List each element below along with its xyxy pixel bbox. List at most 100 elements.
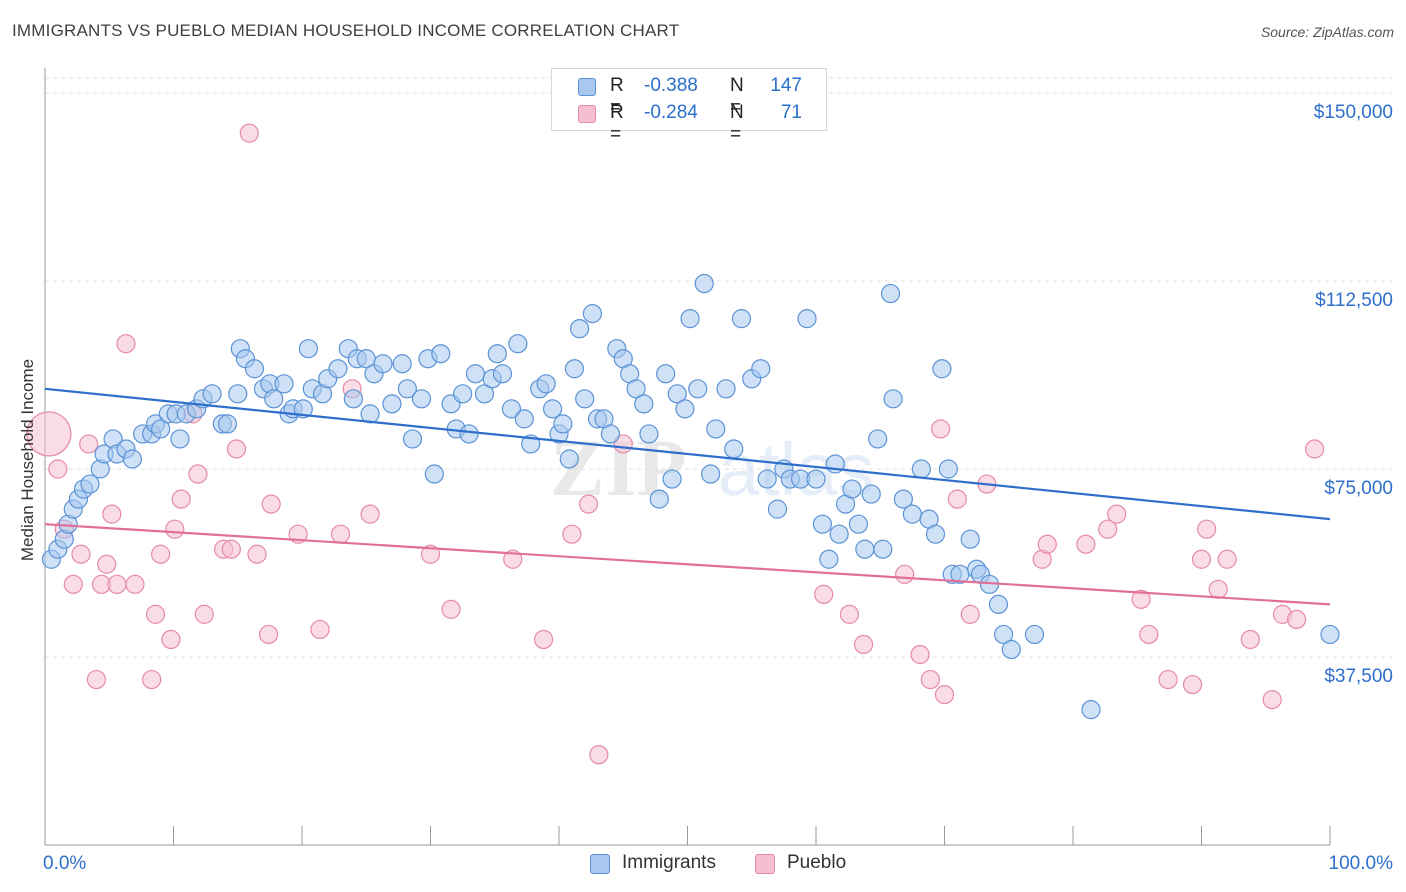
n-label: N = xyxy=(730,75,744,118)
pueblo-point xyxy=(161,629,181,650)
immigrants-point xyxy=(424,464,444,484)
immigrants-point xyxy=(402,429,423,449)
immigrants-point xyxy=(873,539,893,559)
immigrants-point xyxy=(667,384,687,404)
pueblo-point xyxy=(226,439,247,459)
immigrants-point xyxy=(880,283,901,304)
pueblo-point xyxy=(562,524,582,544)
immigrants-point xyxy=(431,344,451,364)
immigrants-point xyxy=(675,399,695,419)
pueblo-point xyxy=(63,574,83,594)
immigrants-point xyxy=(217,414,238,434)
r-label: R = xyxy=(610,102,624,145)
immigrants-point xyxy=(264,389,284,409)
pueblo-point xyxy=(1158,669,1178,690)
immigrants-point xyxy=(459,424,479,444)
n-value: 147 xyxy=(770,75,802,96)
immigrants-point xyxy=(731,309,752,329)
pueblo-point xyxy=(97,554,117,574)
axes xyxy=(44,68,1331,846)
source-label: Source: ZipAtlas.com xyxy=(1260,24,1394,40)
immigrants-point xyxy=(298,339,319,359)
pueblo-point xyxy=(107,574,127,594)
pueblo-point xyxy=(931,419,951,439)
immigrants-point xyxy=(994,624,1014,645)
immigrants-point xyxy=(170,429,190,449)
y-tick-label: $112,500 xyxy=(1315,290,1393,311)
immigrants-point xyxy=(1024,624,1045,645)
y-axis-label: Median Household Income xyxy=(18,359,37,561)
immigrants-point xyxy=(1320,624,1340,645)
immigrants-point xyxy=(842,479,862,499)
pueblo-point xyxy=(125,574,145,594)
immigrants-point xyxy=(883,389,903,409)
immigrants-point xyxy=(701,464,721,484)
immigrants-point xyxy=(861,484,881,504)
immigrants-point xyxy=(465,364,486,384)
immigrants-point xyxy=(829,524,849,544)
pueblo-point xyxy=(360,504,380,524)
immigrants-point xyxy=(536,374,556,394)
pueblo-point xyxy=(533,629,554,650)
immigrants-point xyxy=(373,354,393,374)
immigrants-point xyxy=(848,514,869,534)
immigrants-point xyxy=(767,499,788,519)
pueblo-point xyxy=(503,549,523,569)
immigrants-point xyxy=(542,399,563,419)
immigrants-point xyxy=(411,389,432,409)
x-tick-label: 0.0% xyxy=(43,853,86,874)
pueblo-point xyxy=(142,669,162,690)
immigrants-point xyxy=(514,409,534,429)
immigrants-point xyxy=(453,384,473,404)
pueblo-point xyxy=(1286,609,1307,630)
immigrants-point xyxy=(564,359,585,379)
y-tick-label: $150,000 xyxy=(1314,102,1393,123)
immigrants-point xyxy=(724,439,744,459)
immigrants-point xyxy=(397,379,417,399)
immigrants-point xyxy=(508,334,528,354)
pueblo-point xyxy=(116,334,136,354)
pueblo-swatch xyxy=(755,854,775,874)
immigrants-point xyxy=(202,384,222,404)
pueblo-point xyxy=(151,544,171,564)
immigrants-point xyxy=(1081,700,1101,720)
pueblo-point xyxy=(1139,624,1159,645)
pueblo-point xyxy=(1037,534,1057,554)
immigrants-point xyxy=(634,394,654,414)
immigrants-point xyxy=(274,374,294,394)
immigrants-points xyxy=(41,273,1340,720)
immigrants-point xyxy=(911,459,931,479)
pueblo-point xyxy=(895,564,915,584)
pueblo-point xyxy=(71,544,91,564)
pueblo-point xyxy=(920,669,940,690)
immigrants-point xyxy=(151,419,171,439)
pueblo-point xyxy=(86,669,107,690)
immigrants-point xyxy=(649,489,669,509)
immigrants-swatch xyxy=(578,78,596,96)
immigrants-point xyxy=(382,394,402,414)
pueblo-point xyxy=(79,434,99,454)
immigrants-point xyxy=(716,379,736,399)
pueblo-point xyxy=(188,464,208,484)
pueblo-point xyxy=(589,745,609,765)
pueblo-point xyxy=(910,644,930,665)
r-value: -0.284 xyxy=(644,102,698,123)
immigrants-point xyxy=(122,449,142,469)
pueblo-point xyxy=(934,685,955,705)
immigrants-point xyxy=(487,344,507,364)
immigrants-point xyxy=(244,359,265,379)
immigrants-point xyxy=(868,429,888,449)
immigrants-point xyxy=(893,489,913,509)
pueblo-point xyxy=(1098,519,1118,539)
immigrants-legend-label: Immigrants xyxy=(622,852,716,873)
pueblo-point xyxy=(48,459,68,479)
immigrants-swatch xyxy=(590,854,610,874)
pueblo-point xyxy=(441,599,461,619)
pueblo-point xyxy=(310,619,330,640)
immigrants-point xyxy=(343,389,363,409)
immigrants-point xyxy=(1001,639,1021,660)
pueblo-point xyxy=(578,494,599,514)
immigrants-point xyxy=(328,359,348,379)
pueblo-point xyxy=(1304,439,1325,459)
immigrants-point xyxy=(812,514,833,534)
